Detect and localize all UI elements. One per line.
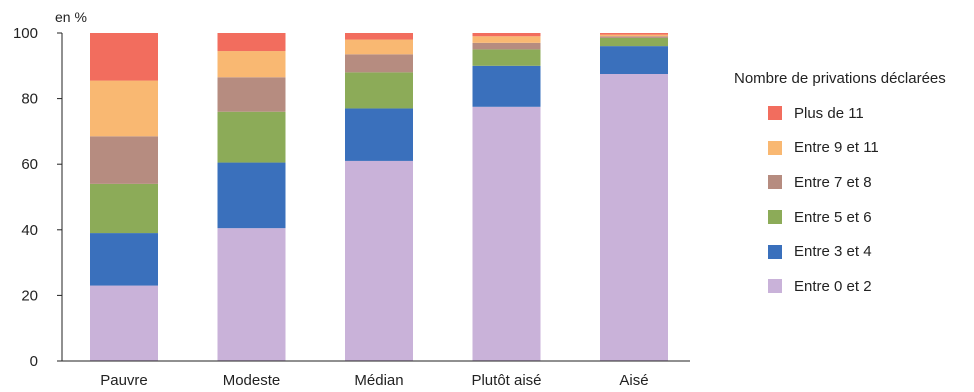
bar-segment (600, 74, 668, 361)
legend-swatch (768, 175, 782, 190)
bar-segment (472, 65, 541, 107)
x-axis-ticks: Pauvre Modeste Médian Plutôt aisé Aisé (100, 372, 648, 389)
legend-label: Entre 0 et 2 (794, 277, 872, 295)
y-axis-unit-label: en % (55, 9, 87, 25)
bar-segment (600, 37, 668, 47)
legend-item: Entre 5 et 6 (734, 200, 974, 235)
legend-item: Entre 0 et 2 (734, 269, 974, 304)
legend: Nombre de privations déclarées Plus de 1… (734, 70, 974, 304)
bar-segment (217, 162, 286, 229)
bar-segment (90, 136, 158, 184)
bar-segment (345, 54, 413, 73)
y-axis-ticks: 0 20 40 60 80 100 (13, 25, 62, 370)
legend-label: Entre 7 et 8 (794, 173, 872, 191)
bars (90, 33, 668, 361)
bar-segment (600, 46, 668, 74)
legend-label: Entre 5 et 6 (794, 208, 872, 226)
x-tick-label: Aisé (619, 372, 648, 389)
legend-item: Plus de 11 (734, 96, 974, 131)
legend-title: Nombre de privations déclarées (734, 70, 946, 87)
bar-segment (345, 108, 413, 161)
bar-segment (217, 77, 286, 112)
y-tick-label: 20 (21, 287, 38, 304)
bar-segment (90, 233, 158, 286)
legend-item: Entre 9 et 11 (734, 131, 974, 166)
bar-segment (217, 228, 286, 361)
legend-label: Entre 9 et 11 (794, 139, 879, 157)
legend-swatch (768, 140, 782, 155)
bar-segment (345, 33, 413, 40)
bar-segment (217, 51, 286, 78)
bar-segment (90, 33, 158, 81)
legend-item: Entre 7 et 8 (734, 165, 974, 200)
bar-segment (472, 36, 541, 43)
bar-segment (345, 39, 413, 55)
bar-segment (217, 111, 286, 163)
bar-segment (345, 160, 413, 361)
bar-segment (472, 49, 541, 66)
bar-segment (217, 33, 286, 52)
y-tick-label: 60 (21, 156, 38, 173)
y-tick-label: 40 (21, 222, 38, 239)
bar-segment (600, 36, 668, 38)
bar-segment (472, 106, 541, 361)
bar-segment (600, 34, 668, 37)
bar-segment (472, 33, 541, 37)
legend-swatch (768, 244, 782, 259)
y-tick-label: 0 (30, 353, 38, 370)
legend-swatch (768, 106, 782, 121)
legend-label: Entre 3 et 4 (794, 243, 872, 261)
legend-items: Plus de 11 Entre 9 et 11 Entre 7 et 8 Entre… (734, 96, 974, 304)
x-tick-label: Médian (354, 372, 403, 389)
x-tick-label: Pauvre (100, 372, 148, 389)
legend-label: Plus de 11 (794, 104, 864, 122)
bar-segment (90, 80, 158, 137)
bar-segment (472, 42, 541, 50)
bar-segment (90, 285, 158, 361)
legend-swatch (768, 210, 782, 225)
y-tick-label: 80 (21, 91, 38, 108)
bar-segment (345, 72, 413, 109)
legend-item: Entre 3 et 4 (734, 234, 974, 269)
y-tick-label: 100 (13, 25, 38, 42)
legend-swatch (768, 279, 782, 294)
x-tick-label: Modeste (223, 372, 281, 389)
x-tick-label: Plutôt aisé (471, 372, 541, 389)
bar-segment (90, 183, 158, 234)
bar-segment (600, 33, 668, 35)
